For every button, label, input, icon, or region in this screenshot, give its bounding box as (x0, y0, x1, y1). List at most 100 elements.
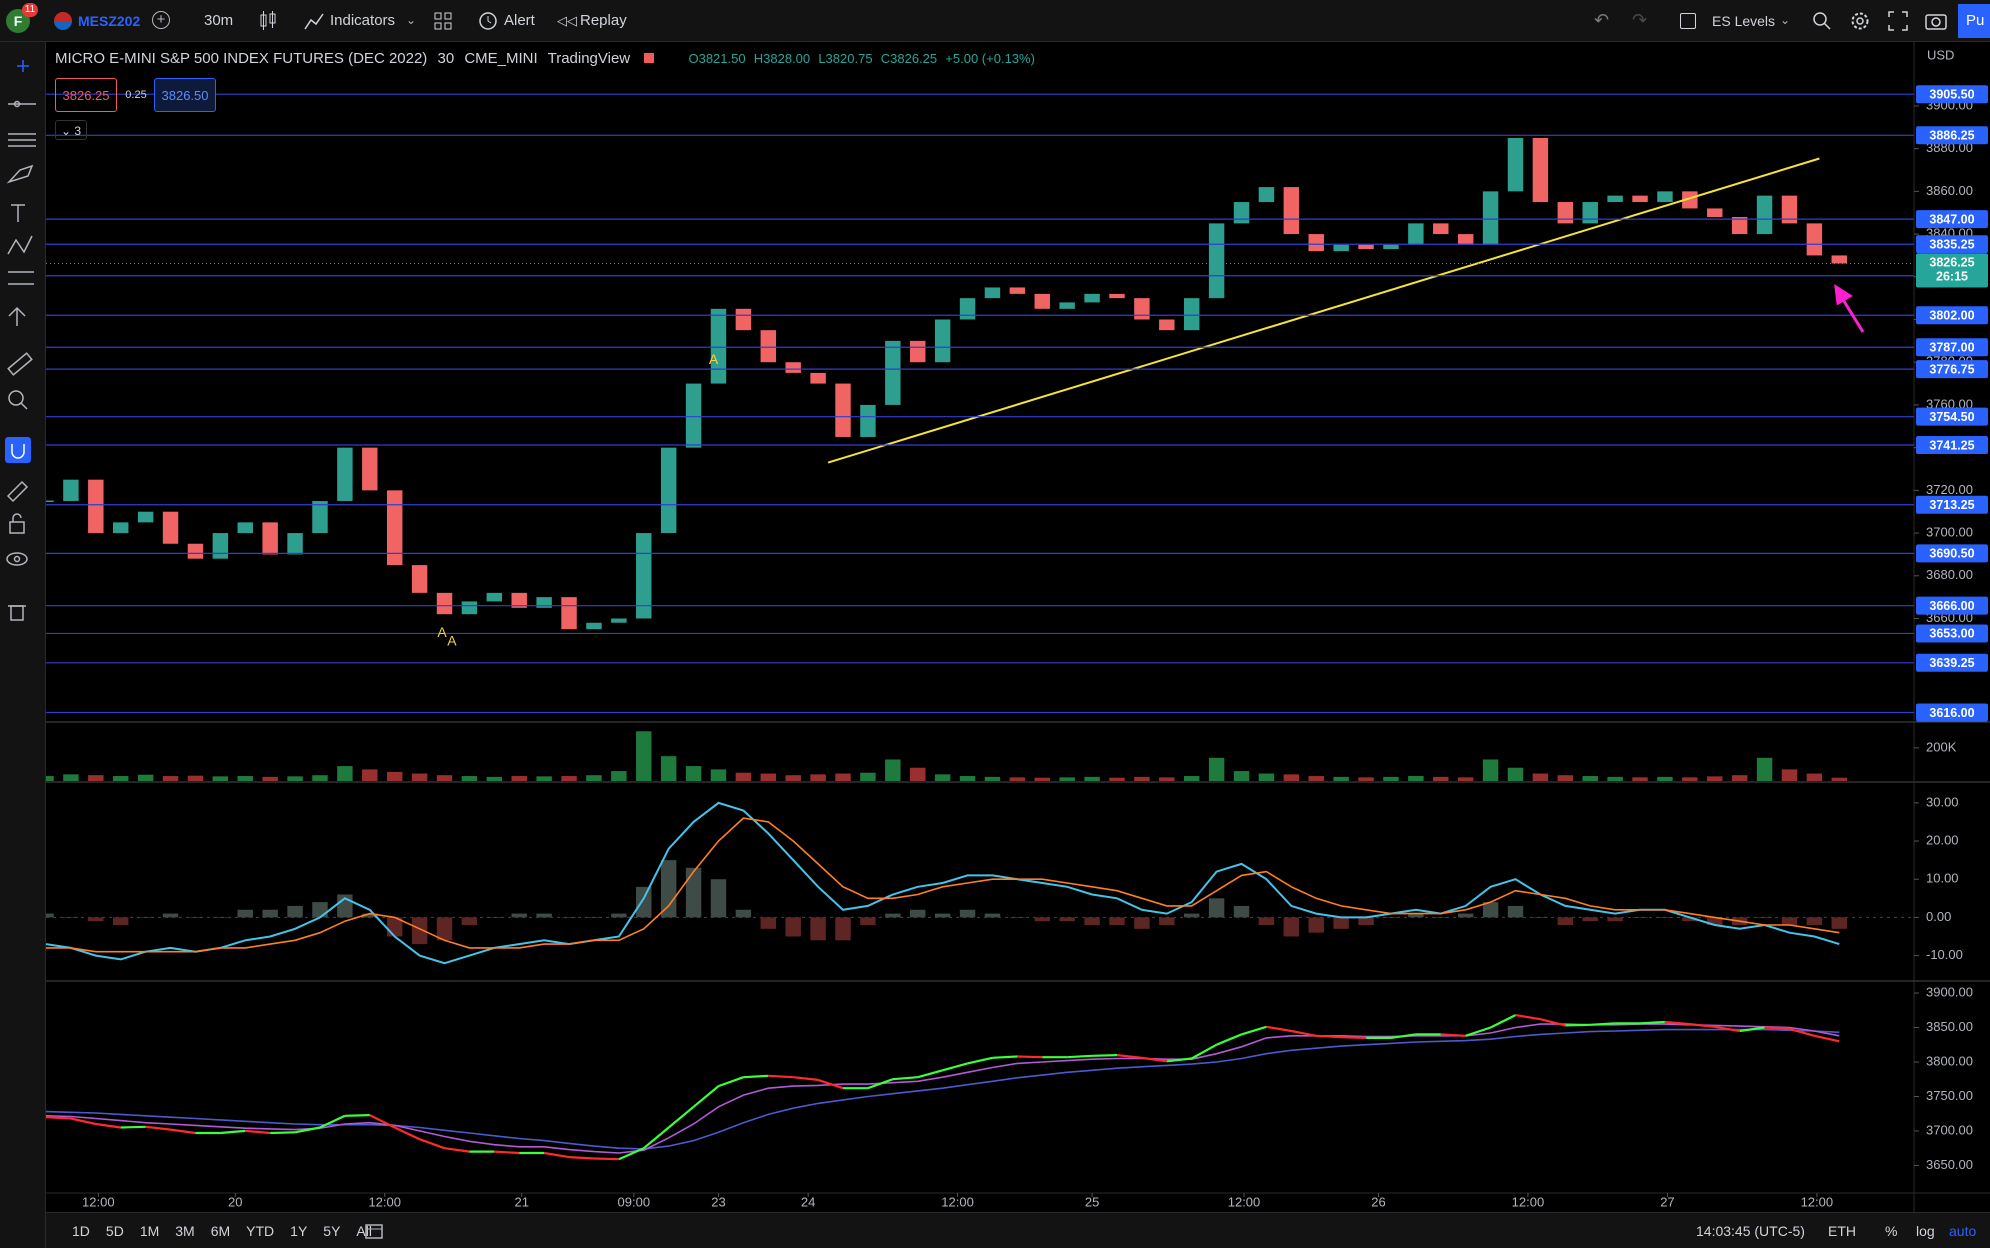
y-tick-label: 20.00 (1926, 832, 1959, 847)
fullscreen-button[interactable] (1888, 11, 1908, 31)
visibility-tool[interactable] (7, 553, 27, 565)
layouts-button[interactable] (434, 12, 452, 30)
candle (1832, 255, 1847, 263)
candle (1209, 223, 1224, 298)
volume-bar (238, 776, 253, 781)
histogram-bar (163, 914, 178, 918)
volume-bar (1408, 776, 1423, 781)
volume-bar (437, 775, 452, 781)
range-button[interactable]: 5D (98, 1220, 132, 1242)
trendline-tool[interactable] (8, 102, 36, 107)
range-button[interactable]: YTD (238, 1220, 282, 1242)
icon-part (1853, 14, 1868, 29)
drawing-mode-tool[interactable] (8, 482, 27, 501)
candle (1607, 196, 1622, 202)
line-segment (719, 1077, 744, 1086)
buy-button[interactable]: 3826.50 (154, 78, 216, 112)
candle (113, 522, 128, 533)
undo-button[interactable]: ↶ (1594, 10, 1609, 30)
publish-button[interactable]: Pu (1958, 4, 1990, 38)
volume-bar (1159, 777, 1174, 781)
histogram-bar (1333, 917, 1348, 928)
prediction-tool[interactable] (8, 272, 34, 284)
range-button[interactable]: 5Y (315, 1220, 348, 1242)
percent-button[interactable]: % (1885, 1221, 1897, 1241)
indicators-button[interactable]: Indicators (330, 11, 395, 31)
volume-bar (1508, 768, 1523, 781)
flag-icon (54, 12, 72, 30)
candle (287, 533, 302, 554)
range-button[interactable]: 1D (64, 1220, 98, 1242)
log-button[interactable]: log (1916, 1221, 1935, 1241)
compare-button[interactable]: + (152, 11, 170, 29)
alert-button[interactable]: Alert (504, 11, 535, 31)
volume-bar (138, 775, 153, 781)
volume-bar (213, 776, 228, 781)
symbol-search[interactable]: MESZ2022 (78, 11, 140, 31)
icon-part (435, 23, 441, 29)
snapshot-button[interactable] (1925, 11, 1947, 31)
histogram-bar (536, 914, 551, 918)
settings-button[interactable] (1850, 11, 1870, 31)
line-segment (1017, 1057, 1042, 1058)
candle (412, 565, 427, 593)
y-tick-label: 0.00 (1926, 909, 1951, 924)
sell-button[interactable]: 3826.25 (55, 78, 117, 112)
indicators-icon (304, 11, 324, 31)
brush-tool[interactable] (9, 166, 32, 182)
line-segment (1491, 1015, 1516, 1027)
layout-name[interactable]: ES Levels (1712, 11, 1775, 31)
histogram-bar (561, 917, 576, 918)
volume-bar (287, 776, 302, 781)
arrow-tool[interactable] (9, 308, 25, 326)
icon-part (1932, 18, 1940, 26)
text-tool[interactable] (11, 205, 25, 222)
range-button[interactable]: 3M (167, 1220, 202, 1242)
histogram-bar (1508, 906, 1523, 917)
range-button[interactable]: 1M (132, 1220, 167, 1242)
line-segment (146, 1127, 171, 1130)
volume-bar (561, 776, 576, 781)
histogram-bar (512, 914, 527, 918)
candle (885, 341, 900, 405)
date-range-button[interactable] (364, 1222, 384, 1240)
line-segment (1690, 1024, 1715, 1027)
magnet-tool[interactable] (5, 437, 31, 463)
candle (561, 597, 576, 629)
candle (835, 384, 850, 437)
search-button[interactable] (1812, 11, 1832, 31)
indicators-dropdown[interactable]: ⌄ (406, 10, 416, 30)
range-button[interactable]: 1Y (282, 1220, 315, 1242)
layout-dropdown[interactable]: ⌄ (1780, 10, 1790, 30)
crosshair-tool[interactable] (17, 60, 29, 72)
range-button[interactable]: 6M (203, 1220, 238, 1242)
auto-button[interactable]: auto (1949, 1221, 1976, 1241)
replay-button[interactable]: Replay (580, 11, 627, 31)
histogram-bar (262, 910, 277, 918)
delete-tool[interactable] (8, 606, 26, 620)
zoom-tool[interactable] (9, 391, 27, 409)
chart-type-button[interactable] (258, 10, 278, 32)
volume-bar (1807, 774, 1822, 781)
session-button[interactable]: ETH (1828, 1221, 1856, 1241)
redo-button[interactable]: ↷ (1632, 10, 1647, 30)
lock-tool[interactable] (10, 514, 24, 533)
ruler-tool[interactable] (8, 353, 32, 375)
indicators-collapse[interactable]: ⌄ 3 (55, 120, 87, 140)
interval-button[interactable]: 30m (204, 11, 233, 31)
line-segment (1266, 1027, 1291, 1031)
candle (1408, 223, 1423, 244)
line-segment (1092, 1055, 1117, 1056)
fib-tool[interactable] (8, 134, 36, 146)
candle (711, 309, 726, 384)
volume-bar (462, 776, 477, 781)
candle (437, 593, 452, 614)
y-tick-label: 3900.00 (1926, 984, 1973, 999)
volume-bar (1582, 776, 1597, 781)
histogram-bar (1109, 917, 1124, 925)
volume-bar (586, 775, 601, 781)
volume-bar (512, 776, 527, 781)
layout-checkbox[interactable] (1680, 13, 1696, 29)
candle (1109, 294, 1124, 298)
pattern-tool[interactable] (8, 236, 32, 254)
